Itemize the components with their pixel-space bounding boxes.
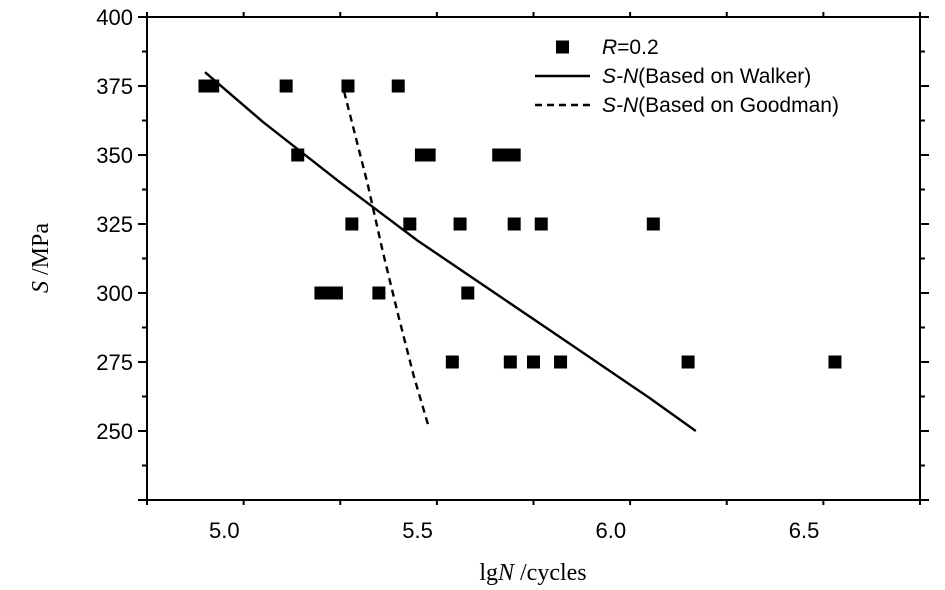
y-tick-label: 275	[96, 350, 133, 375]
data-point	[503, 355, 517, 369]
data-point	[345, 217, 359, 231]
y-tick-label: 250	[96, 419, 133, 444]
y-tick-label: 350	[96, 143, 133, 168]
legend-label: S-N(Based on Walker)	[602, 65, 811, 88]
legend-label-var: S-N	[602, 65, 639, 88]
data-point	[372, 286, 386, 300]
legend: R=0.2S-N(Based on Walker)S-N(Based on Go…	[535, 36, 839, 117]
plot-frame	[146, 16, 921, 501]
data-point	[403, 217, 417, 231]
y-tick-label: 375	[96, 74, 133, 99]
data-point	[291, 148, 305, 162]
data-point	[391, 79, 405, 93]
data-point	[507, 217, 521, 231]
data-points	[198, 79, 842, 369]
data-point	[646, 217, 660, 231]
data-point	[341, 79, 355, 93]
data-point	[527, 355, 540, 369]
data-point	[206, 79, 220, 93]
legend-label-rest: (Based on Walker)	[638, 65, 811, 88]
data-point	[422, 148, 436, 162]
sn-curves	[204, 71, 697, 432]
x-tick-label: 6.5	[789, 518, 820, 543]
legend-marker-square	[556, 40, 569, 54]
legend-label-var: R	[602, 36, 617, 59]
legend-label-var: S-N	[602, 94, 639, 117]
y-axis-title: S /MPa	[28, 223, 54, 293]
legend-label: S-N(Based on Goodman)	[602, 94, 839, 117]
legend-label-rest: =0.2	[617, 36, 658, 59]
legend-label-rest: (Based on Goodman)	[638, 94, 839, 117]
data-point	[507, 148, 521, 162]
axis-tick-labels: 5.0 5.5 6.0 6.5 250 275 300 325 350 375 400	[96, 5, 819, 543]
data-point	[554, 355, 568, 369]
y-tick-label: 400	[96, 5, 133, 30]
data-point	[828, 355, 842, 369]
data-point	[329, 286, 343, 300]
data-point	[461, 286, 475, 300]
data-point	[445, 355, 459, 369]
axis-ticks	[138, 12, 929, 505]
data-point	[681, 355, 695, 369]
goodman-sn-curve	[342, 91, 431, 429]
x-tick-label: 6.0	[596, 518, 627, 543]
data-point	[534, 217, 548, 231]
x-tick-label: 5.0	[209, 518, 240, 543]
walker-sn-curve	[204, 71, 697, 432]
y-tick-label: 300	[96, 281, 133, 306]
data-point	[453, 217, 467, 231]
legend-label: R=0.2	[602, 36, 659, 59]
x-tick-label: 5.5	[402, 518, 433, 543]
x-axis-title: lgN /cycles	[479, 560, 586, 586]
y-tick-label: 325	[96, 212, 133, 237]
data-point	[279, 79, 293, 93]
